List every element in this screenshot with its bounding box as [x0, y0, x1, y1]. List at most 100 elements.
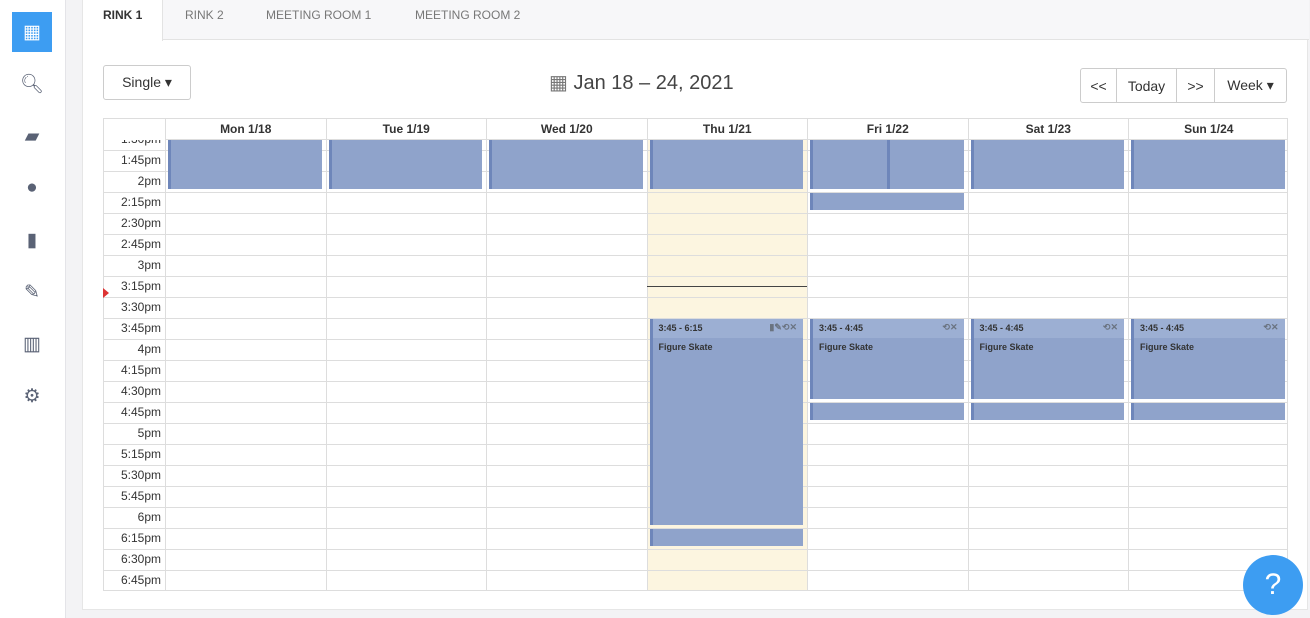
- room-tabs: RINK 1 RINK 2 MEETING ROOM 1 MEETING ROOM 2: [83, 0, 1309, 41]
- calendar-icon: ▦: [23, 21, 41, 43]
- edit-icon: ✎: [24, 281, 40, 303]
- time-label: 2pm: [137, 174, 161, 188]
- tab-rink-2[interactable]: RINK 2: [185, 8, 224, 22]
- sidebar-item-file[interactable]: ▮: [12, 220, 52, 260]
- event-time: 3:45 - 6:15: [652, 319, 803, 338]
- time-label: 5:15pm: [120, 447, 161, 461]
- time-label: 4pm: [137, 342, 161, 356]
- now-indicator-arrow: [103, 288, 109, 298]
- day-header: Fri 1/22: [807, 119, 968, 140]
- book-icon: ▰: [24, 125, 40, 147]
- calendar-event[interactable]: 3:45 - 6:15 Figure Skate ▮✎⟲✕: [649, 319, 803, 525]
- time-row: 3:45pm: [104, 318, 1287, 339]
- day-header: Sun 1/24: [1128, 119, 1287, 140]
- calendar-event[interactable]: 3:45 - 4:45 Figure Skate ⟲✕: [970, 319, 1124, 399]
- event-title: Figure Skate: [979, 342, 1034, 352]
- sidebar-item-calendar[interactable]: ▦: [12, 12, 52, 52]
- time-row: 3:15pm: [104, 276, 1287, 297]
- calendar-event[interactable]: 3:45 - 4:45 Figure Skate ⟲✕: [1131, 319, 1285, 399]
- time-label: 2:15pm: [120, 195, 161, 209]
- next-button[interactable]: >>: [1176, 68, 1215, 103]
- calendar-event[interactable]: [970, 140, 1124, 189]
- sidebar-item-search[interactable]: 🔍︎: [12, 64, 52, 104]
- time-row: 6:15pm: [104, 528, 1287, 549]
- calendar-event[interactable]: [649, 140, 803, 189]
- help-button[interactable]: ?: [1243, 555, 1303, 615]
- calendar-grid: 1:30pm 1:45pm 2pm 2:15pm 2:30pm 2:45pm 3pm 3:15…: [103, 118, 1288, 591]
- calendar-body: 1:30pm 1:45pm 2pm 2:15pm 2:30pm 2:45pm 3pm 3:15…: [104, 140, 1287, 590]
- time-label: 3:15pm: [120, 279, 161, 293]
- prev-button[interactable]: <<: [1080, 68, 1117, 103]
- day-header: Wed 1/20: [486, 119, 647, 140]
- chart-icon: ▥: [23, 333, 41, 355]
- day-column[interactable]: [165, 140, 326, 590]
- time-row: 2:15pm: [104, 192, 1287, 213]
- day-column[interactable]: [967, 140, 1129, 590]
- time-row: 6:30pm: [104, 549, 1287, 570]
- day-header: Tue 1/19: [325, 119, 486, 140]
- event-title: Figure Skate: [1140, 342, 1195, 352]
- event-time: 3:45 - 4:45: [973, 319, 1124, 338]
- time-label: 3pm: [137, 258, 161, 272]
- date-range-title: ▦ Jan 18 – 24, 2021: [549, 70, 734, 95]
- time-label: 4:45pm: [120, 405, 161, 419]
- time-label: 2:30pm: [120, 216, 161, 230]
- event-action-icons[interactable]: ⟲✕: [942, 322, 958, 332]
- gear-icon: ⚙: [23, 385, 41, 407]
- time-row: 3pm: [104, 255, 1287, 276]
- day-column[interactable]: [646, 140, 808, 590]
- calendar-event[interactable]: [649, 529, 803, 546]
- day-column[interactable]: [807, 140, 968, 590]
- user-icon: ●: [26, 177, 38, 198]
- calendar-event[interactable]: [489, 140, 643, 189]
- range-dropdown[interactable]: Week ▾: [1214, 68, 1287, 103]
- calendar-event[interactable]: [810, 140, 887, 189]
- main-panel: RINK 1 RINK 2 MEETING ROOM 1 MEETING ROOM 2…: [82, 0, 1309, 610]
- time-label: 1:45pm: [120, 153, 161, 167]
- calendar-event[interactable]: [168, 140, 322, 189]
- time-label: 5:30pm: [120, 468, 161, 482]
- calendar-event[interactable]: [328, 140, 482, 189]
- time-row: 6:45pm: [104, 570, 1287, 590]
- date-range-text: Jan 18 – 24, 2021: [573, 72, 734, 94]
- file-icon: ▮: [26, 229, 38, 251]
- tab-meeting-room-1[interactable]: MEETING ROOM 1: [266, 8, 372, 22]
- calendar-event[interactable]: [886, 140, 964, 189]
- event-time: 3:45 - 4:45: [1134, 319, 1285, 338]
- time-label: 6:30pm: [120, 552, 161, 566]
- calendar-event[interactable]: 3:45 - 4:45 Figure Skate ⟲✕: [810, 319, 964, 399]
- event-action-icons[interactable]: ⟲✕: [1102, 322, 1118, 332]
- time-label: 2:45pm: [120, 237, 161, 251]
- day-column[interactable]: [1128, 140, 1287, 590]
- time-label: 5pm: [137, 426, 161, 440]
- calendar-event[interactable]: [970, 403, 1124, 420]
- sidebar-item-user[interactable]: ●: [12, 168, 52, 208]
- calendar-event[interactable]: [1131, 140, 1285, 189]
- sidebar-item-book[interactable]: ▰: [12, 116, 52, 156]
- today-button[interactable]: Today: [1116, 68, 1177, 103]
- day-column[interactable]: [486, 140, 647, 590]
- event-time: 3:45 - 4:45: [813, 319, 964, 338]
- time-label: 1:30pm: [121, 140, 161, 150]
- calendar-event[interactable]: [810, 403, 964, 420]
- time-row: 3:30pm: [104, 297, 1287, 318]
- tab-rink-1[interactable]: RINK 1: [83, 0, 164, 41]
- sidebar: ▦ 🔍︎ ▰ ● ▮ ✎ ▥ ⚙: [0, 0, 66, 618]
- calendar-icon: ▦: [549, 72, 574, 94]
- sidebar-item-chart[interactable]: ▥: [12, 324, 52, 364]
- calendar-event[interactable]: [1131, 403, 1285, 420]
- sidebar-item-gear[interactable]: ⚙: [12, 376, 52, 416]
- tab-meeting-room-2[interactable]: MEETING ROOM 2: [415, 8, 521, 22]
- time-label: 3:30pm: [120, 300, 161, 314]
- view-mode-dropdown[interactable]: Single ▾: [103, 65, 191, 100]
- now-line: [646, 285, 807, 287]
- time-label: 3:45pm: [120, 321, 161, 335]
- event-action-icons[interactable]: ▮✎⟲✕: [769, 322, 797, 332]
- day-header: Thu 1/21: [646, 119, 807, 140]
- event-action-icons[interactable]: ⟲✕: [1263, 322, 1279, 332]
- sidebar-item-edit[interactable]: ✎: [12, 272, 52, 312]
- time-label: 6:15pm: [120, 531, 161, 545]
- time-row: 2:30pm: [104, 213, 1287, 234]
- calendar-event[interactable]: [810, 193, 964, 210]
- day-column[interactable]: [325, 140, 487, 590]
